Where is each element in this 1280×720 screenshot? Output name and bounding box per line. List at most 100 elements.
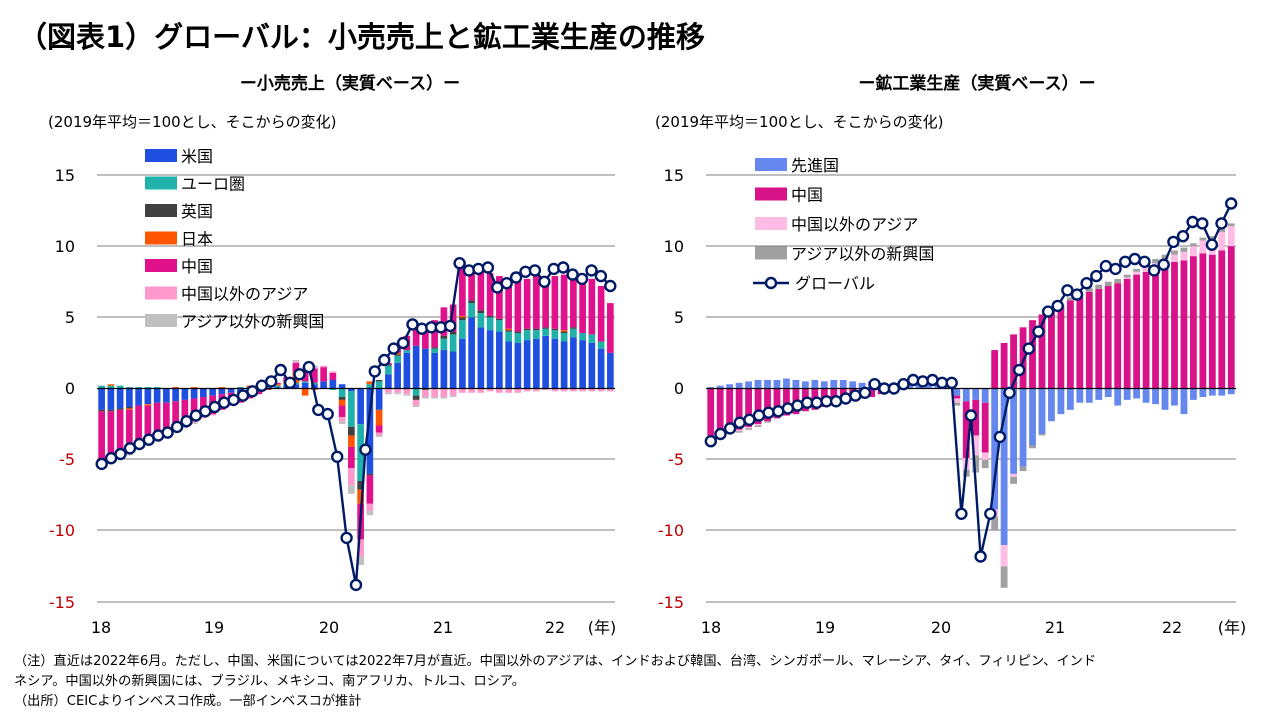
bar-uk (486, 315, 494, 318)
x-tick-label: 20 (931, 618, 951, 637)
bar-us (98, 388, 105, 410)
bar-us (116, 388, 124, 409)
bar-asia (477, 388, 485, 393)
global-marker (1080, 276, 1093, 290)
bar-us (329, 379, 337, 389)
global-marker (1138, 255, 1151, 269)
bar-adv (1019, 388, 1027, 467)
bar-uk (523, 328, 531, 331)
legend-label-em: アジア以外の新興国 (791, 245, 934, 264)
bar-uk (431, 347, 438, 349)
bar-adv (716, 385, 724, 389)
bar-adv (981, 388, 989, 403)
bar-em (357, 556, 364, 565)
bar-euro (523, 330, 531, 341)
x-unit-label: (年) (1218, 618, 1247, 637)
bar-cn (783, 388, 790, 416)
legend-swatch-uk (145, 204, 177, 217)
bar-uk (385, 364, 392, 366)
global-marker (733, 416, 746, 429)
bar-em (1019, 466, 1027, 472)
bar-cn (422, 324, 429, 349)
bar-em (366, 510, 374, 516)
y-tick-label: -10 (49, 521, 75, 540)
global-marker (95, 457, 108, 471)
bar-cn (255, 389, 263, 395)
bar-jp (274, 384, 281, 386)
bar-euro (533, 330, 540, 339)
bar-euro (468, 303, 475, 318)
bar-adv (953, 388, 961, 396)
x-tick-label: 19 (815, 618, 835, 637)
bar-cn (1104, 286, 1112, 389)
bar-euro (311, 382, 318, 385)
bar-cn (1076, 295, 1084, 389)
bar-asia (588, 388, 596, 392)
bar-euro (403, 350, 411, 353)
bar-us (144, 388, 152, 405)
global-marker (743, 413, 756, 426)
bar-cn (607, 303, 614, 353)
bar-adv (1066, 388, 1074, 410)
bar-asia (366, 503, 374, 511)
bar-em (1161, 254, 1169, 259)
bar-em (394, 392, 401, 395)
global-marker (575, 272, 589, 286)
bar-adv (1095, 388, 1103, 400)
global-marker (993, 430, 1007, 444)
bar-us (311, 384, 318, 389)
global-marker (1090, 269, 1103, 283)
bar-cn (1066, 300, 1074, 389)
legend-swatch-cn (755, 187, 787, 201)
bar-adv (1104, 388, 1112, 398)
chart-title: ー鉱工業生産（実質ベース）ー (858, 73, 1095, 94)
bar-cn (163, 402, 170, 435)
global-marker (331, 450, 344, 463)
bar-em (292, 360, 300, 362)
legend-label-asia: 中国以外のアジア (791, 215, 918, 234)
bar-cn (459, 261, 466, 316)
bar-em (1085, 287, 1093, 292)
bar-euro (505, 331, 512, 342)
bar-cn (1095, 288, 1103, 389)
bar-jp (366, 381, 374, 385)
bar-asia (440, 388, 448, 398)
global-marker (1041, 305, 1055, 318)
bar-em (1180, 247, 1188, 252)
bar-asia (533, 388, 540, 392)
bar-cn (1029, 320, 1036, 389)
bar-us (218, 388, 226, 395)
bar-cn (991, 350, 999, 389)
bar-euro (477, 313, 485, 328)
bar-adv (1029, 388, 1036, 446)
bar-cn (735, 388, 743, 430)
bar-adv (726, 384, 734, 389)
bar-asia (1000, 545, 1008, 567)
bar-adv (1190, 388, 1197, 400)
global-marker (1109, 262, 1122, 276)
bar-us (385, 374, 392, 389)
bar-cn (181, 399, 189, 426)
bar-cn (366, 475, 374, 504)
bar-cn (1218, 250, 1226, 389)
bar-em (745, 428, 752, 430)
global-marker (585, 264, 598, 277)
bar-uk (126, 407, 133, 409)
bar-euro (98, 385, 105, 389)
bar-asia (449, 388, 457, 396)
bar-uk (496, 318, 503, 321)
bar-euro (486, 317, 494, 331)
x-tick-label: 19 (204, 618, 224, 637)
y-tick-label: 10 (55, 237, 75, 256)
bar-cn (135, 405, 142, 445)
bar-cn (505, 281, 512, 329)
x-unit-label: (年) (588, 618, 617, 637)
y-tick-label: 0 (674, 379, 684, 398)
x-tick-label: 18 (701, 618, 721, 637)
bar-em (991, 516, 999, 531)
bar-adv (792, 379, 800, 389)
global-marker (528, 264, 542, 277)
bar-cn (486, 273, 494, 316)
bar-cn (962, 401, 970, 459)
bar-jp (107, 384, 115, 386)
